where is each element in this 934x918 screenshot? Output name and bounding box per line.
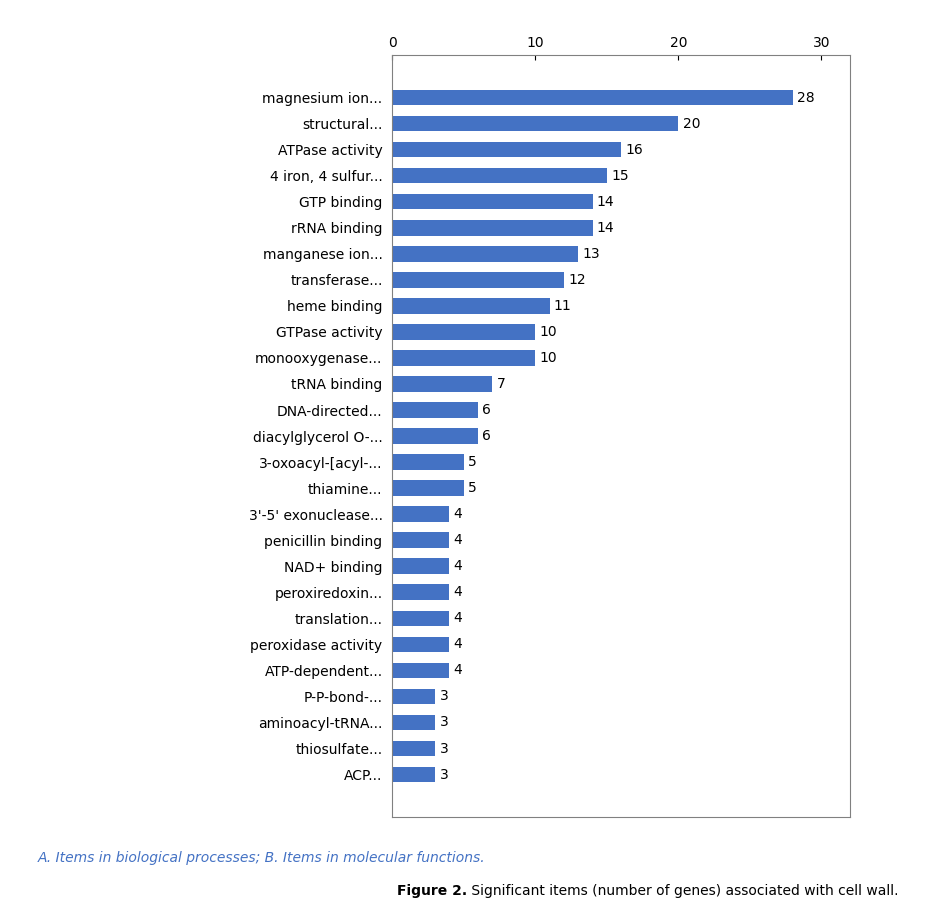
- Bar: [392, 585, 449, 600]
- Bar: [392, 402, 478, 418]
- Bar: [392, 90, 793, 106]
- Bar: [392, 350, 535, 365]
- Text: 7: 7: [497, 377, 505, 391]
- Bar: [392, 272, 564, 287]
- Bar: [392, 767, 435, 782]
- Text: Figure 2.: Figure 2.: [397, 884, 467, 898]
- Text: 13: 13: [583, 247, 601, 261]
- Text: Significant items (number of genes) associated with cell wall.: Significant items (number of genes) asso…: [467, 884, 899, 898]
- Bar: [392, 480, 464, 496]
- Bar: [392, 246, 578, 262]
- Bar: [392, 507, 449, 522]
- Text: 12: 12: [568, 273, 586, 286]
- Bar: [392, 454, 464, 470]
- Text: 4: 4: [454, 664, 462, 677]
- Text: 3: 3: [440, 715, 448, 730]
- Text: 14: 14: [597, 195, 615, 208]
- Bar: [392, 428, 478, 444]
- Text: 3: 3: [440, 689, 448, 703]
- Text: 4: 4: [454, 586, 462, 599]
- Text: 4: 4: [454, 533, 462, 547]
- Bar: [392, 116, 678, 131]
- Bar: [392, 688, 435, 704]
- Bar: [392, 558, 449, 574]
- Text: 20: 20: [683, 117, 700, 130]
- Bar: [392, 141, 621, 157]
- Bar: [392, 715, 435, 731]
- Bar: [392, 194, 592, 209]
- Text: 4: 4: [454, 559, 462, 573]
- Bar: [392, 663, 449, 678]
- Text: 5: 5: [468, 455, 477, 469]
- Bar: [392, 168, 607, 184]
- Text: 3: 3: [440, 767, 448, 781]
- Text: 10: 10: [540, 325, 558, 339]
- Bar: [392, 220, 592, 236]
- Text: 15: 15: [611, 169, 629, 183]
- Text: 28: 28: [797, 91, 814, 105]
- Bar: [392, 324, 535, 340]
- Bar: [392, 532, 449, 548]
- Text: 6: 6: [482, 403, 491, 417]
- Bar: [392, 376, 492, 392]
- Text: 4: 4: [454, 611, 462, 625]
- Text: 16: 16: [626, 142, 644, 157]
- Bar: [392, 298, 549, 314]
- Text: A. Items in biological processes; B. Items in molecular functions.: A. Items in biological processes; B. Ite…: [37, 851, 485, 865]
- Text: 14: 14: [597, 220, 615, 235]
- Text: 10: 10: [540, 351, 558, 365]
- Bar: [392, 610, 449, 626]
- Text: 5: 5: [468, 481, 477, 495]
- Text: 4: 4: [454, 637, 462, 652]
- Text: 4: 4: [454, 507, 462, 521]
- Bar: [392, 741, 435, 756]
- Text: 3: 3: [440, 742, 448, 756]
- Text: 6: 6: [482, 429, 491, 443]
- Text: 11: 11: [554, 299, 572, 313]
- Bar: [392, 636, 449, 652]
